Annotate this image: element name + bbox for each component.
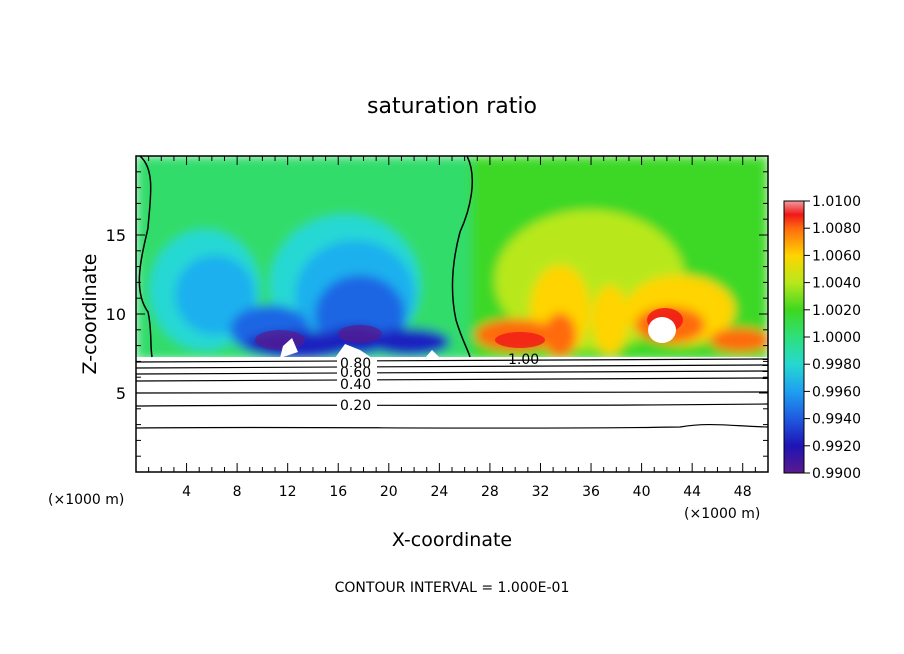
lower-blank-region	[136, 357, 768, 472]
x-tick-label: 44	[683, 484, 701, 500]
y-tick-label: 10	[106, 305, 126, 324]
x-axis-label: X-coordinate	[392, 529, 512, 551]
contour-interval-note: CONTOUR INTERVAL = 1.000E-01	[335, 580, 570, 596]
colorbar-scale	[783, 200, 805, 474]
colorbar-tick-label: 1.0100	[812, 194, 861, 210]
contour-label-group: 0.80 0.60 0.40 0.20 1.00	[337, 352, 539, 414]
colorbar-tick-label: 0.9940	[812, 412, 861, 428]
x-axis-ticks: 4 8 12 16 20 24 28 32 36 40 44 48	[148, 156, 756, 500]
colorbar-tick-label: 1.0040	[812, 276, 861, 292]
colorbar-tick-label: 0.9960	[812, 384, 861, 400]
x-tick-label: 12	[279, 484, 297, 500]
chart-title: saturation ratio	[367, 94, 537, 119]
x-tick-label: 36	[582, 484, 600, 500]
x-tick-label: 24	[430, 484, 448, 500]
y-tick-label: 5	[116, 384, 126, 403]
colorbar-ticks: 1.0100 1.0080 1.0060 1.0040 1.0020 1.0000 0.99…	[804, 194, 861, 482]
x-tick-label: 40	[633, 484, 651, 500]
colorbar-tick-label: 1.0000	[812, 330, 861, 346]
colorbar-tick-label: 0.9980	[812, 357, 861, 373]
plot-area	[136, 156, 768, 472]
colorbar-tick-label: 0.9920	[812, 439, 861, 455]
x-tick-label: 20	[380, 484, 398, 500]
x-tick-label: 16	[329, 484, 347, 500]
x-tick-label: 8	[233, 484, 242, 500]
colorbar-tick-label: 0.9900	[812, 466, 861, 482]
contour-label: 1.00	[508, 352, 539, 368]
colorbar-tick-label: 1.0080	[812, 221, 861, 237]
y-axis-ticks: 5 10 15	[106, 171, 768, 457]
x-tick-label: 4	[182, 484, 191, 500]
contour-label: 0.40	[340, 377, 371, 393]
x-tick-label: 28	[481, 484, 499, 500]
contour-line-middle	[451, 156, 473, 358]
contour-line-left	[138, 156, 153, 358]
colorbar-tick-label: 1.0060	[812, 248, 861, 264]
x-unit-label-left: (×1000 m)	[48, 492, 124, 508]
x-tick-label: 48	[734, 484, 752, 500]
colorbar: 1.0100 1.0080 1.0060 1.0040 1.0020 1.0000 0.99…	[783, 194, 861, 482]
x-tick-label: 32	[532, 484, 550, 500]
x-unit-label-right: (×1000 m)	[684, 506, 760, 522]
y-axis-label: Z-coordinate	[79, 254, 101, 375]
y-tick-label: 15	[106, 226, 126, 245]
colorbar-tick-label: 1.0020	[812, 303, 861, 319]
contour-label: 0.20	[340, 398, 371, 414]
